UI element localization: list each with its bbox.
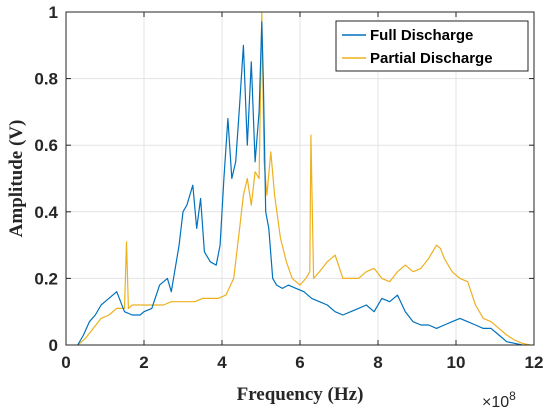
legend-label-full-discharge: Full Discharge — [370, 27, 473, 44]
x-exponent-base: ×10 — [482, 394, 509, 411]
series-layer — [77, 11, 531, 346]
x-axis-exponent: ×108 — [482, 389, 516, 411]
x-tick-label: 6 — [295, 353, 304, 372]
legend-label-partial-discharge: Partial Discharge — [370, 50, 493, 67]
series-full-discharge — [77, 21, 523, 346]
legend: Full Discharge Partial Discharge — [335, 20, 529, 72]
x-tick-label: 4 — [217, 353, 227, 372]
y-tick-label: 0.2 — [34, 269, 58, 288]
x-axis-label: Frequency (Hz) — [237, 384, 364, 405]
y-tick-label: 0.4 — [34, 203, 58, 222]
y-tick-label: 1 — [49, 3, 58, 22]
legend-box — [335, 20, 529, 72]
x-tick-label: 8 — [373, 353, 382, 372]
y-axis-label: Amplitude (V) — [6, 120, 27, 238]
x-tick-label: 0 — [61, 353, 70, 372]
x-tick-label: 12 — [525, 353, 544, 372]
tick-layer: 0 2 4 6 8 10 12 0 0.2 0.4 0.6 0.8 1 — [34, 3, 543, 372]
y-tick-label: 0.6 — [34, 136, 58, 155]
y-tick-label: 0 — [49, 336, 58, 355]
x-tick-label: 2 — [139, 353, 148, 372]
x-tick-label: 10 — [447, 353, 466, 372]
y-tick-label: 0.8 — [34, 70, 58, 89]
x-exponent-power: 8 — [509, 389, 516, 403]
